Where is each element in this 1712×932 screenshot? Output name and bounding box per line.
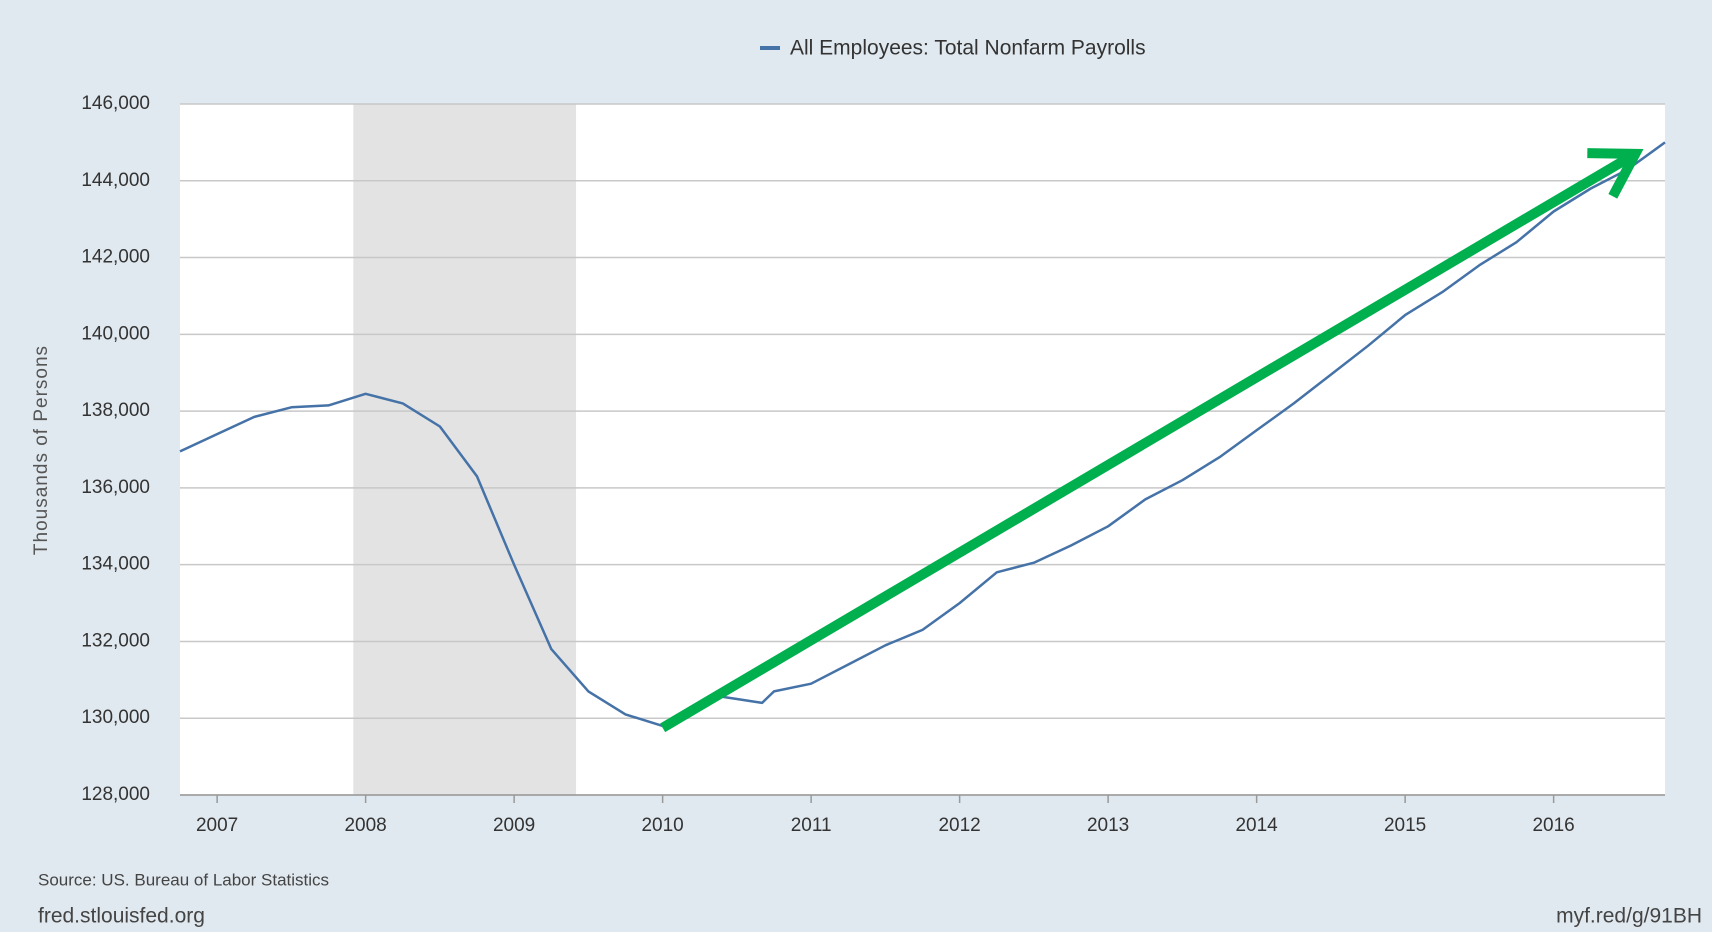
x-tick-label: 2015 bbox=[1384, 815, 1426, 836]
annotation-arrow bbox=[660, 148, 1644, 733]
x-tick-label: 2007 bbox=[196, 815, 238, 836]
data-line bbox=[179, 141, 1666, 728]
y-tick-label: 140,000 bbox=[81, 323, 150, 344]
legend-label: All Employees: Total Nonfarm Payrolls bbox=[790, 37, 1146, 60]
x-tick-label: 2008 bbox=[344, 815, 386, 836]
y-tick-label: 136,000 bbox=[81, 477, 150, 498]
recession-band bbox=[353, 104, 577, 795]
x-tick-label: 2012 bbox=[938, 815, 980, 836]
x-tick-label: 2009 bbox=[493, 815, 535, 836]
y-tick-label: 134,000 bbox=[81, 554, 150, 575]
x-tick-label: 2016 bbox=[1532, 815, 1574, 836]
y-tick-label: 128,000 bbox=[81, 784, 150, 805]
x-tick-label: 2013 bbox=[1087, 815, 1129, 836]
footer-right: myf.red/g/91BH bbox=[1556, 905, 1702, 928]
y-tick-label: 130,000 bbox=[81, 707, 150, 728]
footer-left: fred.stlouisfed.org bbox=[38, 905, 205, 928]
y-axis-label: Thousands of Persons bbox=[31, 345, 52, 555]
y-tick-label: 132,000 bbox=[81, 630, 150, 651]
y-tick-label: 144,000 bbox=[81, 170, 150, 191]
y-tick-label: 146,000 bbox=[81, 93, 150, 114]
y-tick-label: 142,000 bbox=[81, 247, 150, 268]
y-tick-label: 138,000 bbox=[81, 400, 150, 421]
x-tick-label: 2010 bbox=[641, 815, 683, 836]
x-tick-label: 2011 bbox=[791, 815, 832, 836]
x-tick-label: 2014 bbox=[1235, 815, 1278, 836]
source: Source: US. Bureau of Labor Statistics bbox=[38, 870, 329, 889]
